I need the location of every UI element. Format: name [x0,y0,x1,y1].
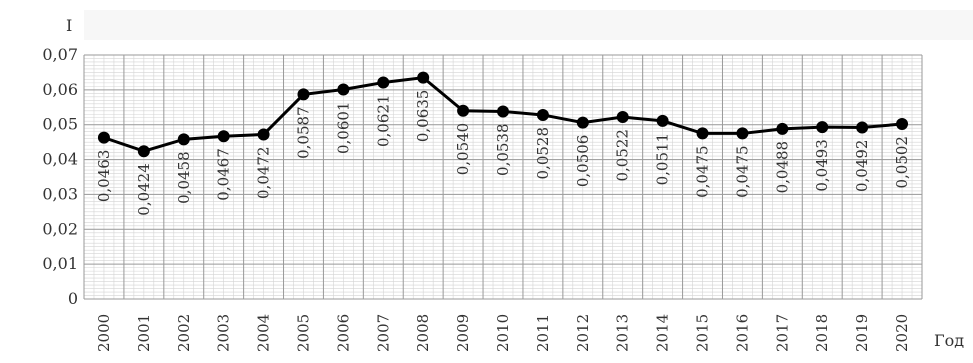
plot-area-band [84,10,973,40]
data-point [856,121,869,134]
data-label: 0,0522 [614,129,632,182]
y-tick-label: 0,01 [42,254,78,273]
data-label: 0,0540 [454,123,472,175]
data-point [417,71,430,84]
data-point [536,108,549,121]
x-tick-label: 2016 [733,314,751,352]
y-tick-label: 0,07 [42,45,78,64]
x-tick-label: 2005 [294,314,312,352]
data-point [97,131,110,144]
x-tick-label: 2013 [614,314,632,352]
data-label: 0,0475 [733,145,751,198]
x-axis-title: Год [934,331,964,350]
data-label: 0,0601 [334,102,352,155]
data-labels: 0,0463 0,0424 0,0458 0,0467 0,0472 0,0587 0,06… [95,90,911,216]
data-point [217,130,230,143]
x-tick-label: 2020 [893,314,911,352]
data-label: 0,0621 [374,95,392,148]
y-tick-label: 0 [68,289,78,308]
x-tick-label: 2018 [813,314,831,352]
data-label: 0,0493 [813,139,831,192]
data-point [337,83,350,96]
x-tick-label: 2019 [853,314,871,352]
data-points [97,71,909,158]
data-point [776,122,789,135]
data-point [257,128,270,141]
data-label: 0,0506 [574,135,592,188]
x-tick-label: 2006 [334,314,352,352]
x-tick-label: 2007 [374,314,392,352]
data-label: 0,0458 [175,151,193,204]
y-tick-label: 0,04 [42,150,78,169]
data-label: 0,0463 [95,150,113,203]
data-label: 0,0635 [414,90,432,142]
y-tick-label: 0,02 [42,219,78,238]
x-tick-label: 2011 [534,314,552,352]
x-tick-label: 2002 [175,314,193,352]
x-tick-label: 2003 [215,314,233,352]
x-tick-label: 2004 [255,314,273,352]
data-point [896,118,909,131]
data-point [736,127,749,140]
data-label: 0,0587 [294,106,312,159]
x-tick-label: 2001 [135,314,153,352]
data-label: 0,0492 [853,140,871,193]
data-label: 0,0472 [255,146,273,199]
y-tick-label: 0,03 [42,184,78,203]
x-tick-label: 2008 [414,314,432,352]
y-axis-ticks: 0 0,01 0,02 0,03 0,04 0,05 0,06 0,07 [42,45,78,308]
y-tick-label: 0,06 [42,80,78,99]
data-label: 0,0467 [215,148,233,201]
x-tick-label: 2000 [95,314,113,352]
y-tick-label: 0,05 [42,115,78,134]
grid [83,54,923,300]
x-tick-label: 2009 [454,314,472,352]
data-point [816,121,829,134]
data-point [497,105,509,118]
data-point [576,116,589,129]
data-point [297,88,310,101]
data-point [177,133,190,146]
data-label: 0,0488 [773,141,791,194]
x-tick-label: 2017 [773,314,791,352]
data-point [696,127,709,140]
x-tick-label: 2014 [654,314,672,352]
x-tick-label: 2015 [694,314,712,352]
x-tick-label: 2012 [574,314,592,352]
data-point [377,76,390,89]
data-label: 0,0528 [534,127,552,180]
data-label: 0,0538 [494,123,512,175]
data-label: 0,0424 [135,163,153,216]
x-axis-ticks: 2000 2001 2002 2003 2004 2005 2006 2007 2008 2009… [95,314,911,352]
data-label: 0,0511 [654,133,672,186]
x-tick-label: 2010 [494,314,512,352]
data-point [457,104,470,117]
data-point [656,114,669,127]
data-label: 0,0475 [694,145,712,198]
data-point [616,111,629,124]
y-axis-title: I [66,16,72,35]
data-label: 0,0502 [893,136,911,189]
data-point [137,145,150,158]
